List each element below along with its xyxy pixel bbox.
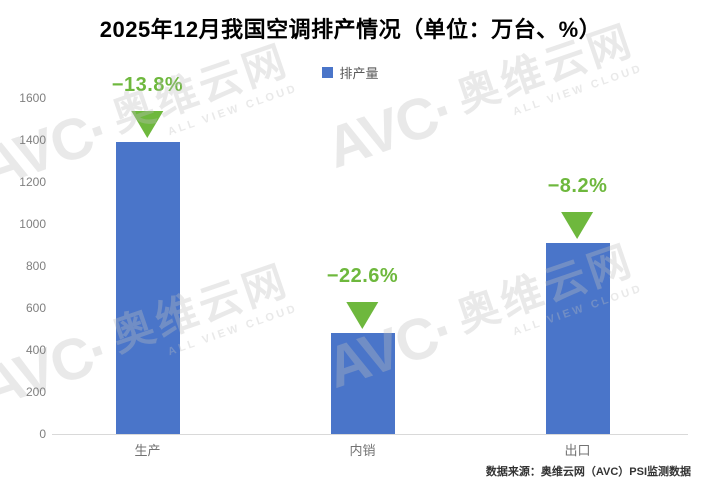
chart-title: 2025年12月我国空调排产情况（单位：万台、%） [99,17,602,42]
bar-group-production: −13.8% [40,74,255,434]
plot-area: −13.8% −22.6% −8.2% [40,74,685,434]
y-tick-label: 1200 [19,175,46,189]
change-label: −22.6% [326,265,399,287]
y-tick-label: 0 [39,427,46,441]
down-triangle-icon [131,111,164,138]
legend: 排产量 [0,63,701,82]
legend-label: 排产量 [339,66,379,81]
down-triangle-icon [561,212,594,239]
change-annotation: −8.2% [548,175,608,239]
y-tick-label: 800 [25,259,46,273]
y-tick-label: 1400 [19,133,46,147]
y-tick-label: 1600 [19,91,46,105]
y-tick-label: 200 [25,385,46,399]
x-axis-line [52,434,688,435]
x-label-domestic: 内销 [349,443,376,458]
bar-production[interactable] [115,142,180,434]
change-label: −8.2% [547,175,608,197]
y-tick-label: 600 [25,301,46,315]
x-axis: 生产 内销 出口 [40,440,685,459]
change-annotation: −22.6% [327,265,398,329]
change-annotation: −13.8% [112,74,183,138]
y-tick-label: 400 [25,343,46,357]
down-triangle-icon [346,302,379,329]
data-source: 数据来源：奥维云网（AVC）PSI监测数据 [485,466,691,478]
legend-swatch-icon [322,67,334,78]
x-label-export: 出口 [564,443,591,458]
y-axis: 0 200 400 600 800 1000 1200 1400 1600 [0,91,46,441]
bar-group-export: −8.2% [470,98,685,434]
x-label-production: 生产 [134,443,161,458]
change-label: −13.8% [111,74,184,96]
bar-export[interactable] [545,243,610,434]
y-tick-label: 1000 [19,217,46,231]
bar-domestic[interactable] [330,333,395,434]
bar-group-domestic: −22.6% [255,98,470,434]
